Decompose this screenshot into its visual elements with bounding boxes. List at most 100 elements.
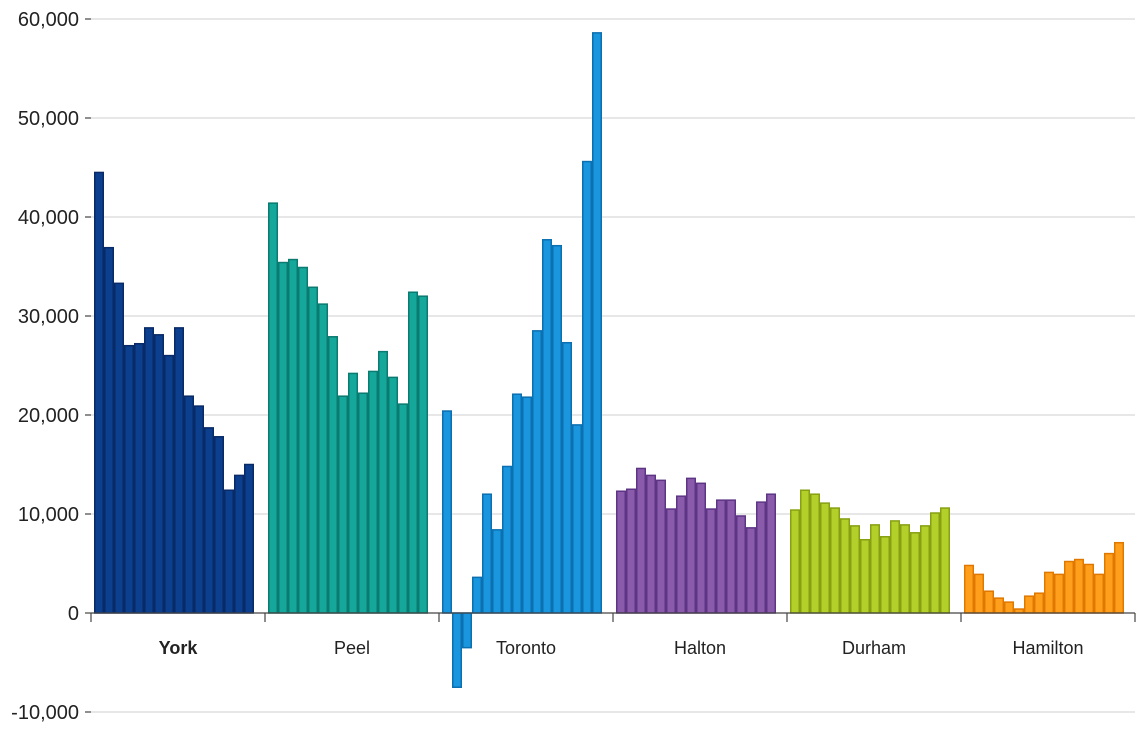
bar-toronto-8: [512, 393, 522, 614]
category-label-peel: Peel: [334, 638, 370, 658]
bar-hamilton-5: [1004, 601, 1014, 614]
bar-peel-7: [328, 336, 338, 614]
bar-halton-4: [646, 474, 656, 614]
y-axis: -10,000 0 10,000 20,000 30,000 40,000 50,000 60…: [11, 9, 91, 724]
bar-halton-12: [726, 499, 736, 614]
bar-york-4: [124, 344, 134, 614]
bars: [94, 32, 1124, 688]
bar-toronto-1: [442, 410, 452, 614]
bar-halton-9: [696, 482, 706, 614]
bar-peel-2: [278, 261, 288, 614]
bar-halton-3: [636, 467, 646, 614]
bar-toronto-7: [502, 465, 512, 614]
bar-halton-1: [616, 490, 626, 614]
category-label-halton: Halton: [674, 638, 726, 658]
bar-halton-13: [736, 515, 746, 614]
bar-toronto-16: [592, 32, 602, 614]
bar-durham-13: [910, 532, 920, 614]
bar-peel-9: [348, 372, 358, 614]
bar-york-2: [104, 246, 114, 614]
bar-york-5: [134, 342, 144, 614]
bar-peel-3: [288, 258, 298, 614]
bar-toronto-14: [572, 424, 582, 614]
y-tick-label: 30,000: [18, 306, 79, 328]
x-axis: [90, 612, 1136, 622]
bar-peel-6: [318, 303, 328, 614]
y-tick-label: 20,000: [18, 405, 79, 427]
bar-york-16: [244, 463, 254, 614]
bar-durham-9: [870, 524, 880, 614]
bar-york-1: [94, 171, 104, 614]
bar-durham-2: [800, 489, 810, 614]
bar-hamilton-1: [964, 564, 974, 614]
bar-durham-4: [820, 502, 830, 614]
bar-peel-13: [388, 376, 398, 614]
bar-toronto-2: [452, 612, 462, 688]
bar-hamilton-7: [1024, 595, 1034, 614]
bar-peel-8: [338, 395, 348, 614]
bar-hamilton-13: [1084, 563, 1094, 614]
bar-durham-15: [930, 512, 940, 614]
bar-peel-11: [368, 370, 378, 614]
bar-durham-14: [920, 525, 930, 614]
bar-durham-5: [830, 507, 840, 614]
bar-york-12: [204, 427, 214, 614]
bar-hamilton-3: [984, 590, 994, 614]
bar-hamilton-12: [1074, 558, 1084, 614]
bar-hamilton-15: [1104, 552, 1114, 614]
category-label-durham: Durham: [842, 638, 906, 658]
bar-york-3: [114, 282, 124, 614]
y-tick-label: 10,000: [18, 504, 79, 526]
bar-york-14: [224, 489, 234, 614]
bar-toronto-11: [542, 239, 552, 614]
y-tick-label: 50,000: [18, 108, 79, 130]
bar-hamilton-4: [994, 597, 1004, 614]
bar-york-9: [174, 327, 184, 614]
category-labels: York Peel Toronto Halton Durham Hamilton: [159, 638, 1084, 658]
y-tick-label: -10,000: [11, 702, 79, 724]
bar-durham-3: [810, 493, 820, 614]
bar-peel-1: [268, 202, 278, 614]
category-label-toronto: Toronto: [496, 638, 556, 658]
bar-halton-6: [666, 508, 676, 614]
bar-york-7: [154, 334, 164, 614]
bar-peel-10: [358, 392, 368, 614]
bar-halton-8: [686, 477, 696, 614]
bar-durham-6: [840, 518, 850, 614]
y-tick-label: 0: [68, 603, 79, 625]
category-label-york: York: [159, 638, 199, 658]
bar-toronto-6: [492, 529, 502, 614]
category-label-hamilton: Hamilton: [1012, 638, 1083, 658]
bar-toronto-5: [482, 493, 492, 614]
bar-durham-11: [890, 520, 900, 614]
bar-york-15: [234, 474, 244, 614]
bar-halton-14: [746, 527, 756, 614]
bar-york-8: [164, 354, 174, 614]
bar-york-10: [184, 395, 194, 614]
bar-hamilton-2: [974, 573, 984, 614]
bar-halton-15: [756, 501, 766, 614]
bar-toronto-13: [562, 341, 572, 614]
bar-york-13: [214, 436, 224, 614]
bar-peel-5: [308, 286, 318, 614]
bar-hamilton-16: [1114, 541, 1124, 614]
bar-peel-16: [418, 295, 428, 614]
bar-toronto-10: [532, 330, 542, 614]
bar-hamilton-11: [1064, 560, 1074, 614]
grid-lines: [91, 18, 1135, 713]
bar-toronto-9: [522, 396, 532, 614]
bar-durham-10: [880, 536, 890, 614]
bar-halton-5: [656, 479, 666, 614]
bar-peel-4: [298, 266, 308, 614]
bar-york-6: [144, 327, 154, 614]
bar-toronto-4: [472, 576, 482, 614]
bar-peel-14: [398, 403, 408, 614]
bar-toronto-12: [552, 244, 562, 614]
bar-halton-16: [766, 493, 776, 614]
y-tick-label: 40,000: [18, 207, 79, 229]
bar-durham-12: [900, 524, 910, 614]
bar-halton-10: [706, 508, 716, 614]
y-tick-label: 60,000: [18, 9, 79, 31]
